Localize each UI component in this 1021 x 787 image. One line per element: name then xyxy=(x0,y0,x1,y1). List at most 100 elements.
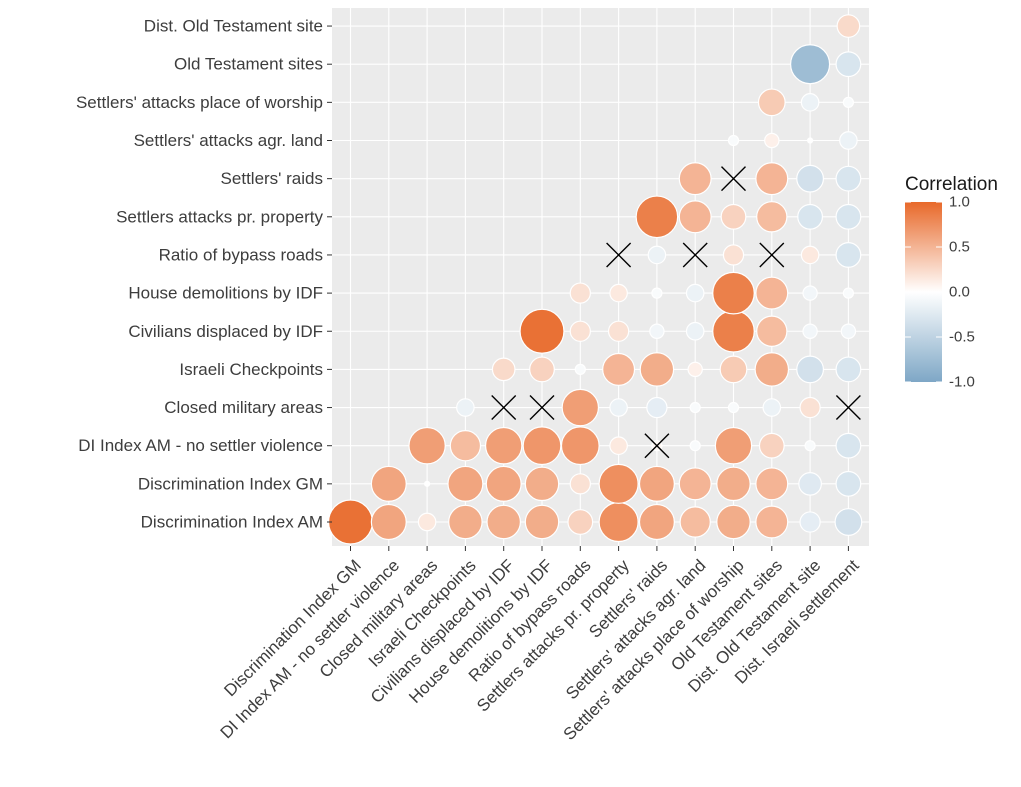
correlation-cell xyxy=(756,315,788,347)
correlation-cell xyxy=(327,499,374,545)
y-axis: Discrimination Index AM Discrimination In… xyxy=(76,17,332,532)
correlation-cell xyxy=(569,473,591,495)
correlation-cell xyxy=(790,44,831,85)
correlation-cell xyxy=(370,503,407,541)
correlation-cell xyxy=(484,426,523,465)
correlation-cell xyxy=(804,440,816,452)
correlation-cell xyxy=(408,426,446,465)
correlation-cell xyxy=(727,134,740,147)
correlation-cell xyxy=(839,131,858,150)
correlation-cell xyxy=(417,512,437,532)
correlation-cell xyxy=(800,93,820,112)
legend-colorbar xyxy=(905,202,942,382)
not-significant-cross xyxy=(682,242,708,268)
y-tick-label: Discrimination Index GM xyxy=(138,474,323,493)
correlation-cell xyxy=(834,508,863,536)
correlation-cell xyxy=(754,352,790,387)
correlation-cells xyxy=(327,14,863,545)
correlation-cell xyxy=(561,388,600,427)
correlation-cell xyxy=(719,355,748,384)
correlation-cell xyxy=(524,504,560,540)
correlation-cell xyxy=(679,506,711,538)
not-significant-cross xyxy=(835,395,861,421)
y-tick-label: Settlers' attacks place of worship xyxy=(76,93,323,112)
correlation-cell xyxy=(799,511,821,533)
correlation-cell xyxy=(456,398,475,417)
correlation-cell xyxy=(722,244,745,266)
correlation-cell xyxy=(567,509,594,535)
y-tick-label: Discrimination Index AM xyxy=(141,513,323,532)
correlation-cell xyxy=(756,201,788,233)
not-significant-cross xyxy=(606,242,632,268)
legend-tick-label: 1.0 xyxy=(949,194,970,211)
correlation-cell xyxy=(486,504,521,540)
correlation-cell xyxy=(720,203,747,230)
not-significant-cross xyxy=(721,166,746,192)
y-tick-label: Civilians displaced by IDF xyxy=(128,322,323,341)
correlation-cell xyxy=(689,440,701,452)
correlation-cell xyxy=(836,14,861,38)
correlation-cell xyxy=(635,195,679,239)
correlation-cell xyxy=(798,472,822,496)
y-tick-label: Closed military areas xyxy=(164,398,323,417)
not-significant-cross xyxy=(529,395,555,421)
correlation-cell xyxy=(598,463,639,504)
correlation-cell xyxy=(796,164,825,193)
correlation-cell xyxy=(716,504,751,540)
correlation-cell xyxy=(716,466,751,502)
correlation-cell xyxy=(685,321,705,341)
correlation-cell xyxy=(835,203,862,230)
correlation-cell xyxy=(800,245,820,265)
correlation-cell xyxy=(689,401,701,414)
correlation-cell xyxy=(491,357,516,382)
correlation-cell xyxy=(602,352,636,386)
not-significant-cross xyxy=(644,433,670,459)
correlation-cell xyxy=(755,505,789,539)
y-tick-label: Dist. Old Testament site xyxy=(144,17,323,36)
correlation-cell xyxy=(447,465,484,502)
y-tick-label: Old Testament sites xyxy=(174,55,323,74)
correlation-cell xyxy=(649,323,665,339)
not-significant-cross xyxy=(759,242,785,268)
correlation-cell xyxy=(712,309,755,353)
legend-ticks: 1.0 0.5 0.0 -0.5 -1.0 xyxy=(905,194,975,391)
correlation-cell xyxy=(687,361,703,378)
legend-title: Correlation xyxy=(905,174,998,195)
y-tick-label: DI Index AM - no settler violence xyxy=(78,436,323,455)
correlation-cell xyxy=(835,470,862,497)
correlation-cell xyxy=(835,242,862,268)
correlation-cell xyxy=(842,96,855,108)
correlation-cell xyxy=(842,287,855,299)
correlation-cell xyxy=(529,356,555,383)
correlation-cell xyxy=(609,283,628,303)
correlation-cell xyxy=(574,363,586,376)
correlation-cell xyxy=(519,308,565,354)
correlation-cell xyxy=(835,51,862,78)
correlation-cell xyxy=(609,398,628,417)
correlation-cell xyxy=(485,465,522,502)
correlation-cell xyxy=(646,396,668,419)
correlation-cell xyxy=(797,203,824,230)
correlation-cell xyxy=(569,320,591,342)
correlation-cell xyxy=(607,320,630,342)
correlation-cell xyxy=(764,132,780,149)
correlation-cell xyxy=(757,88,786,117)
correlation-cell xyxy=(569,282,591,304)
correlation-cell xyxy=(609,436,628,456)
correlation-cell xyxy=(524,466,560,502)
correlation-cell xyxy=(639,352,675,387)
correlation-cell xyxy=(802,323,818,339)
correlation-cell xyxy=(560,426,600,466)
correlation-cell xyxy=(806,137,814,144)
correlation-cell xyxy=(835,165,862,192)
correlation-cell xyxy=(678,162,712,196)
legend-tick-label: 0.5 xyxy=(949,239,970,256)
correlation-cell xyxy=(598,501,639,543)
correlation-cell xyxy=(835,432,862,459)
correlation-cell xyxy=(638,503,675,541)
legend-tick-label: -0.5 xyxy=(949,329,975,346)
legend-tick-label: 0.0 xyxy=(949,284,970,301)
correlation-cell xyxy=(714,426,753,465)
